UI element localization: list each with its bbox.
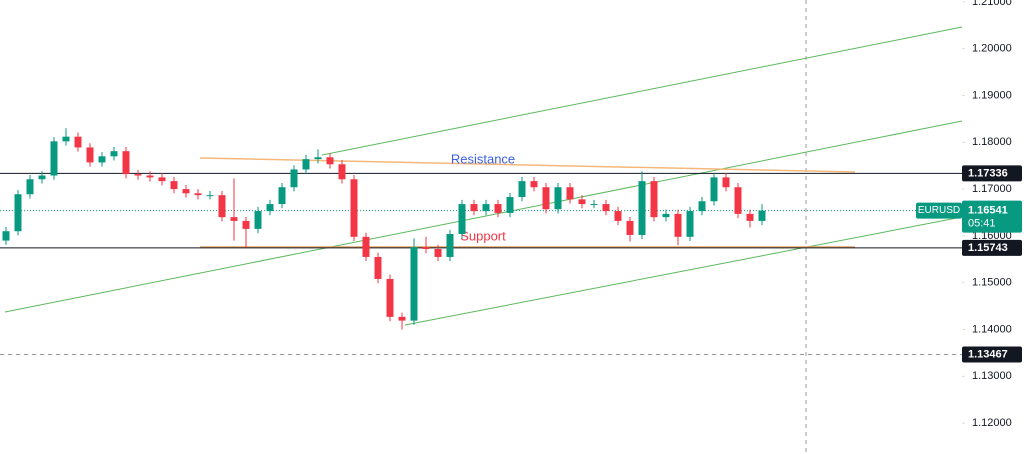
candle-body: [242, 220, 250, 229]
candle-body: [602, 204, 610, 212]
candle-body: [14, 194, 22, 232]
candle-body: [662, 213, 670, 218]
candle-body: [218, 195, 226, 218]
candle-body: [638, 181, 646, 235]
candle-body: [746, 213, 754, 221]
y-tick-label: 1.12000: [972, 417, 1012, 429]
candle-body: [482, 204, 490, 212]
candle-body: [530, 181, 538, 188]
candle-body: [626, 220, 634, 235]
candle-body: [434, 248, 442, 257]
candle-body: [122, 151, 130, 175]
y-tick-label: 1.16000: [972, 230, 1012, 242]
candle-body: [710, 177, 718, 202]
y-tick-label: 1.21000: [972, 0, 1012, 8]
candle-body: [182, 189, 190, 194]
candle-body: [98, 156, 106, 163]
candle-body: [26, 179, 34, 195]
candle-body: [254, 211, 262, 229]
candle-body: [590, 204, 598, 206]
candle-body: [446, 234, 454, 257]
candle-body: [686, 211, 694, 237]
candle-body: [230, 217, 238, 221]
candle-body: [374, 256, 382, 279]
candle-body: [302, 159, 310, 170]
candle-body: [698, 201, 706, 212]
candle-body: [338, 164, 346, 180]
candle-body: [722, 177, 730, 188]
crosshair-label: 1.13467: [968, 348, 1008, 360]
candle-body: [290, 169, 298, 188]
annotation: Resistance: [451, 151, 515, 166]
level-label: 1.15743: [968, 242, 1008, 254]
candle-body: [146, 175, 154, 178]
candle-body: [458, 204, 466, 235]
candle-body: [350, 179, 358, 237]
y-tick-label: 1.15000: [972, 277, 1012, 289]
candle-body: [362, 236, 370, 257]
candle-body: [2, 231, 10, 241]
channel-line: [404, 216, 963, 326]
candle-body: [278, 187, 286, 205]
candle-body: [86, 147, 94, 163]
symbol-box: [916, 202, 962, 219]
candle-body: [266, 204, 274, 212]
level-box: [962, 165, 1022, 182]
candle-body: [62, 136, 70, 142]
y-tick-label: 1.19000: [972, 89, 1012, 101]
countdown-label: 05:41: [968, 217, 996, 229]
last-price-label: 1.16541: [968, 204, 1008, 216]
candle-body: [470, 204, 478, 212]
candle-body: [158, 177, 166, 182]
candle-body: [518, 181, 526, 198]
candle-body: [758, 210, 766, 221]
candle-body: [50, 141, 58, 176]
candle-body: [206, 195, 214, 197]
y-tick-label: 1.20000: [972, 43, 1012, 55]
candle-body: [134, 174, 142, 176]
candle-body: [74, 136, 82, 148]
candle-body: [734, 187, 742, 214]
channel-line: [4, 120, 963, 313]
candle-body: [194, 193, 202, 196]
y-tick-label: 1.14000: [972, 323, 1012, 335]
candle-body: [110, 151, 118, 157]
candle-body: [566, 187, 574, 200]
last-price-box: [962, 200, 1022, 233]
symbol-label: EURUSD: [918, 205, 960, 216]
candle-body: [326, 157, 334, 165]
level-label: 1.17336: [968, 167, 1008, 179]
crosshair-box: [962, 346, 1022, 363]
candle-body: [422, 247, 430, 249]
candle-body: [38, 175, 46, 180]
candle-body: [314, 157, 322, 160]
candle-body: [614, 211, 622, 221]
annotation: Support: [460, 228, 506, 243]
y-tick-label: 1.13000: [972, 370, 1012, 382]
candle-body: [554, 187, 562, 210]
resistance-line: [199, 157, 856, 173]
candle-body: [650, 181, 658, 218]
level-box: [962, 239, 1022, 256]
candle-body: [386, 278, 394, 317]
channel-line: [321, 26, 963, 156]
candle-body: [398, 316, 406, 321]
y-tick-label: 1.17000: [972, 183, 1012, 195]
candle-body: [506, 197, 514, 213]
candle-body: [494, 204, 502, 213]
candle-body: [170, 181, 178, 190]
candle-body: [674, 213, 682, 237]
drawings: [4, 0, 963, 454]
candle-body: [410, 247, 418, 321]
candle-body: [542, 187, 550, 210]
candle-body: [578, 199, 586, 205]
y-tick-label: 1.18000: [972, 136, 1012, 148]
